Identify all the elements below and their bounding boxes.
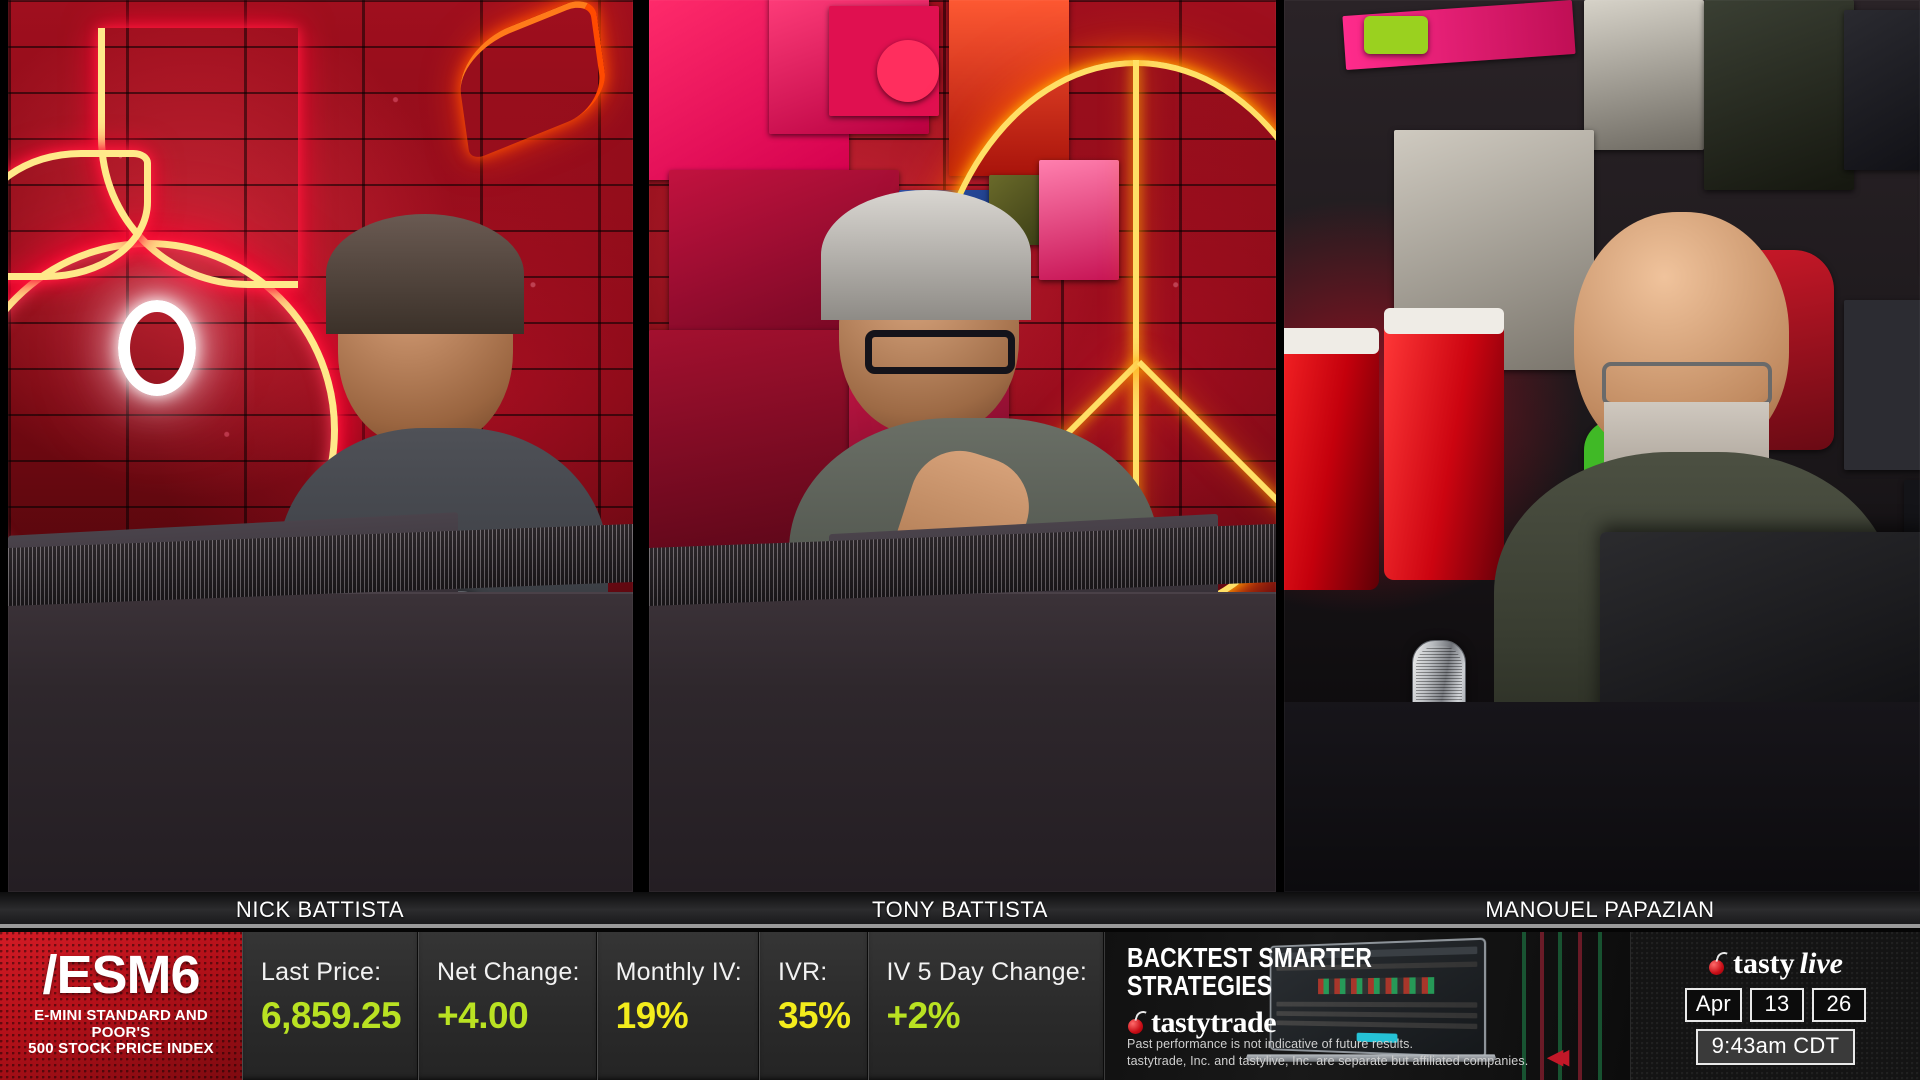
date-month: Apr: [1684, 988, 1743, 1022]
stat-value: 19%: [615, 995, 689, 1036]
date-day: 13: [1750, 988, 1805, 1022]
promo-advertisement[interactable]: ◂◂ ◂◂ BACKTEST SMARTER STRATEGIES: [1104, 932, 1630, 1080]
cherry-icon: [1127, 1008, 1147, 1034]
presenter-name-bar: NICK BATTISTA TONY BATTISTA MANOUEL PAPA…: [0, 892, 1920, 928]
presenter-name-label: MANOUEL PAPAZIAN: [1485, 897, 1715, 922]
stat-label: IV 5 Day Change:: [886, 958, 1088, 986]
stat-value: 35%: [777, 995, 851, 1036]
stat-value: 6,859.25: [261, 995, 402, 1036]
stat-cells: Last Price: 6,859.25 Net Change: +4.00 M…: [242, 932, 1105, 1080]
cherry-icon: [1708, 949, 1728, 975]
stat-cell-ivr[interactable]: IVR: 35%: [758, 932, 868, 1080]
stat-value: +4.00: [437, 995, 529, 1036]
neon-ring-icon: [118, 300, 196, 396]
video-panel-row: [0, 0, 1920, 892]
tastylive-wordmark-tasty: tasty: [1733, 947, 1795, 980]
date-display: Apr 13 26: [1684, 988, 1867, 1022]
promo-text: BACKTEST SMARTER STRATEGIES tastytrade: [1127, 944, 1607, 1040]
tastylive-wordmark-live: live: [1799, 947, 1843, 980]
desk-foreground: [1284, 702, 1920, 892]
time-display: 9:43am CDT: [1695, 1029, 1856, 1065]
disclaimer-line2: tastytrade, Inc. and tastylive, Inc. are…: [1127, 1054, 1529, 1069]
candlestick-chart-graphic: [1512, 932, 1622, 1080]
symbol-description-line1: E-MINI STANDARD AND POOR'S: [34, 1006, 208, 1041]
stat-cell-net-change[interactable]: Net Change: +4.00: [418, 932, 597, 1080]
market-ticker-bar: /ESM6 E-MINI STANDARD AND POOR'S 500 STO…: [0, 932, 1920, 1080]
stat-cell-iv-5-day-change[interactable]: IV 5 Day Change: +2%: [867, 932, 1105, 1080]
symbol-block[interactable]: /ESM6 E-MINI STANDARD AND POOR'S 500 STO…: [0, 932, 242, 1080]
video-panel-manouel-papazian[interactable]: [1284, 0, 1920, 892]
presenter-name-label: NICK BATTISTA: [235, 897, 405, 922]
stat-label: IVR:: [777, 958, 828, 986]
tastylive-logo[interactable]: tasty live: [1708, 947, 1843, 981]
symbol-description-line2: 500 STOCK PRICE INDEX: [28, 1040, 214, 1058]
desk-foreground: [8, 523, 633, 892]
stat-label: Net Change:: [437, 958, 580, 986]
stat-cell-last-price[interactable]: Last Price: 6,859.25: [242, 932, 419, 1080]
stat-label: Last Price:: [261, 958, 382, 986]
symbol-code: /ESM6: [42, 944, 200, 1005]
video-panel-tony-battista[interactable]: [649, 0, 1276, 892]
promo-headline-line1: BACKTEST SMARTER: [1127, 942, 1372, 973]
presenter-name-tony: TONY BATTISTA: [640, 892, 1280, 928]
disclaimer-line1: Past performance is not indicative of fu…: [1127, 1037, 1414, 1052]
cherry-jars: [1284, 300, 1514, 640]
stat-cell-monthly-iv[interactable]: Monthly IV: 19%: [596, 932, 759, 1080]
tastylive-brand-block: tasty live Apr 13 26 9:43am CDT: [1630, 932, 1920, 1080]
symbol-description: E-MINI STANDARD AND POOR'S 500 STOCK PRI…: [6, 1006, 236, 1058]
promo-disclaimer: Past performance is not indicative of fu…: [1127, 1036, 1630, 1070]
presenter-name-label: TONY BATTISTA: [871, 897, 1049, 922]
tastytrade-logo: tastytrade: [1127, 1006, 1607, 1040]
presenter-name-manouel: MANOUEL PAPAZIAN: [1280, 892, 1920, 928]
desk-foreground: [649, 523, 1276, 892]
presenter-name-nick: NICK BATTISTA: [0, 892, 640, 928]
date-year: 26: [1812, 988, 1867, 1022]
tastytrade-wordmark: tastytrade: [1151, 1006, 1277, 1039]
video-panel-nick-battista[interactable]: [8, 0, 633, 892]
stat-label: Monthly IV:: [615, 958, 742, 986]
stat-value: +2%: [886, 995, 961, 1036]
promo-headline-line2: STRATEGIES: [1127, 970, 1273, 1001]
